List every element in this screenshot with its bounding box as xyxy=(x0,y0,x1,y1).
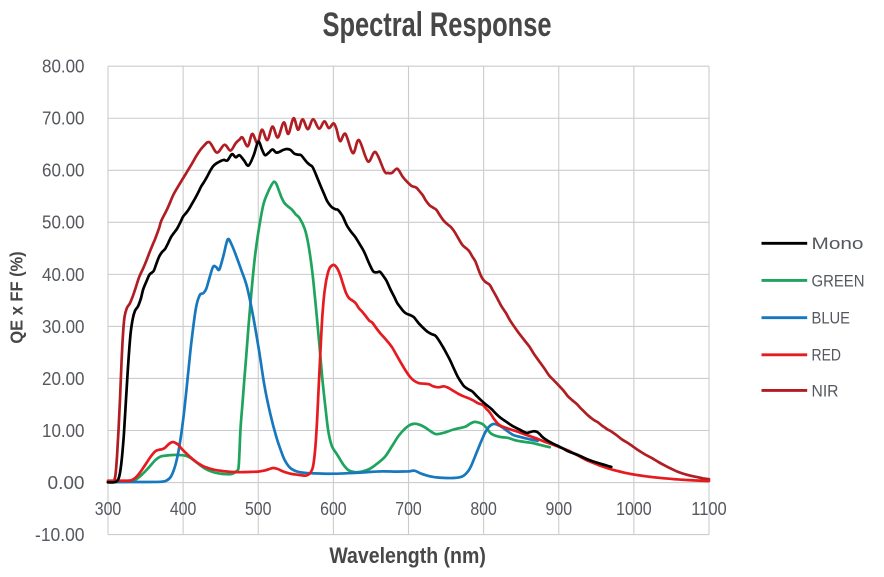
svg-text:1100: 1100 xyxy=(691,499,727,519)
svg-text:50.00: 50.00 xyxy=(42,213,85,233)
svg-text:60.00: 60.00 xyxy=(42,161,85,181)
svg-text:Wavelength (nm): Wavelength (nm) xyxy=(329,543,486,568)
svg-text:0.00: 0.00 xyxy=(48,473,85,493)
svg-text:70.00: 70.00 xyxy=(42,109,85,129)
svg-text:BLUE: BLUE xyxy=(812,310,851,328)
svg-text:GREEN: GREEN xyxy=(812,272,865,290)
svg-text:700: 700 xyxy=(395,499,422,519)
svg-text:800: 800 xyxy=(470,499,497,519)
svg-text:80.00: 80.00 xyxy=(42,57,85,77)
svg-text:1000: 1000 xyxy=(616,499,652,519)
svg-text:300: 300 xyxy=(95,499,122,519)
svg-text:RED: RED xyxy=(812,347,842,365)
svg-text:500: 500 xyxy=(245,499,272,519)
svg-text:QE x FF (%): QE x FF (%) xyxy=(7,251,27,343)
svg-text:900: 900 xyxy=(546,499,573,519)
svg-text:400: 400 xyxy=(170,499,197,519)
svg-text:Spectral Response: Spectral Response xyxy=(323,6,552,44)
svg-text:-10.00: -10.00 xyxy=(35,525,85,545)
svg-text:Mono: Mono xyxy=(812,235,864,253)
svg-text:10.00: 10.00 xyxy=(42,421,85,441)
svg-text:600: 600 xyxy=(320,499,347,519)
svg-text:40.00: 40.00 xyxy=(42,265,85,285)
svg-text:NIR: NIR xyxy=(812,382,839,400)
svg-text:20.00: 20.00 xyxy=(42,369,85,389)
svg-text:30.00: 30.00 xyxy=(42,317,85,337)
